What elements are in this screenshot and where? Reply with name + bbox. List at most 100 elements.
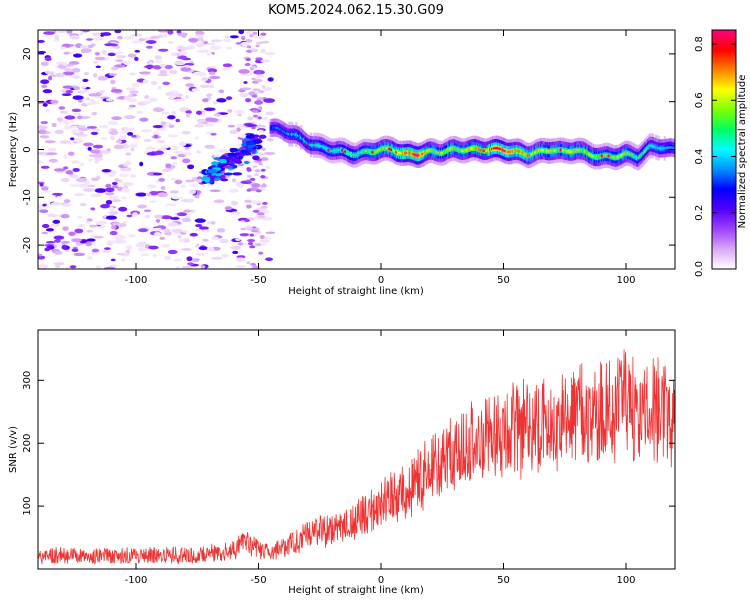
noise-speckle (258, 90, 265, 94)
noise-speckle (230, 245, 242, 250)
noise-speckle (236, 255, 246, 259)
noise-speckle (128, 90, 139, 94)
noise-speckle (83, 180, 90, 185)
noise-speckle (96, 265, 101, 269)
noise-speckle (250, 262, 257, 266)
noise-speckle (62, 63, 68, 66)
noise-speckle (123, 115, 136, 120)
noise-speckle (260, 59, 271, 63)
noise-speckle (245, 30, 255, 36)
noise-speckle (122, 181, 134, 187)
noise-speckle (174, 179, 183, 185)
noise-speckle (47, 75, 53, 81)
noise-speckle (152, 131, 160, 135)
noise-speckle (194, 34, 204, 38)
noise-speckle (109, 135, 115, 141)
noise-speckle (94, 235, 104, 239)
noise-speckle (125, 152, 132, 156)
noise-speckle (124, 35, 134, 40)
noise-speckle (252, 209, 260, 213)
noise-speckle (130, 147, 135, 152)
noise-speckle (219, 238, 229, 244)
noise-speckle (203, 123, 215, 127)
noise-speckle (177, 153, 187, 158)
noise-speckle (247, 239, 256, 243)
spectrogram-y-axis-label: Frequency (Hz) (8, 112, 19, 188)
noise-speckle (65, 90, 74, 94)
noise-speckle (167, 221, 179, 227)
noise-speckle (257, 116, 262, 120)
noise-speckle (161, 243, 171, 248)
noise-speckle (239, 87, 252, 91)
transition-blob (247, 144, 255, 149)
snr-x-axis-label: Height of straight line (km) (288, 585, 424, 596)
noise-speckle (254, 173, 259, 177)
noise-speckle (45, 152, 58, 156)
noise-speckle (39, 182, 44, 187)
noise-speckle (108, 195, 120, 200)
noise-speckle (221, 38, 232, 43)
noise-speckle (73, 53, 83, 58)
noise-speckle (216, 98, 227, 103)
noise-speckle (185, 179, 195, 183)
noise-speckle (231, 172, 243, 176)
noise-speckle (167, 30, 174, 35)
noise-speckle (178, 238, 184, 243)
noise-speckle (196, 110, 202, 115)
noise-speckle (246, 188, 252, 192)
noise-speckle (251, 165, 258, 169)
noise-speckle (72, 75, 81, 79)
noise-speckle (167, 249, 178, 255)
x-tick-label: -50 (250, 275, 266, 286)
noise-speckle (154, 59, 162, 64)
noise-speckle (85, 38, 93, 41)
noise-speckle (159, 236, 165, 240)
noise-speckle (169, 190, 179, 194)
noise-speckle (135, 192, 148, 197)
noise-speckle (232, 250, 239, 255)
noise-speckle (176, 212, 188, 217)
noise-speckle (94, 56, 106, 61)
noise-speckle (196, 42, 205, 48)
noise-speckle (71, 108, 82, 113)
noise-speckle (69, 137, 75, 141)
noise-speckle (58, 106, 66, 110)
y-tick-label: -20 (22, 237, 33, 253)
noise-speckle (179, 141, 187, 147)
noise-speckle (65, 170, 74, 175)
noise-speckle (147, 193, 152, 197)
noise-speckle (138, 228, 149, 233)
noise-speckle (75, 177, 88, 183)
noise-speckle (236, 143, 244, 147)
noise-speckle (194, 228, 201, 232)
noise-speckle (62, 71, 75, 76)
noise-speckle (137, 247, 148, 252)
noise-speckle (109, 230, 118, 236)
noise-speckle (209, 85, 215, 88)
noise-speckle (201, 229, 210, 233)
noise-speckle (63, 154, 68, 159)
noise-speckle (44, 57, 52, 62)
noise-speckle (129, 174, 137, 178)
noise-speckle (92, 73, 98, 78)
noise-speckle (62, 226, 69, 231)
noise-speckle (53, 262, 65, 266)
noise-speckle (254, 169, 261, 173)
noise-speckle (114, 178, 120, 183)
noise-speckle (41, 231, 48, 235)
noise-speckle (90, 193, 102, 198)
noise-speckle (163, 255, 172, 261)
noise-speckle (91, 111, 98, 116)
noise-speckle (131, 40, 143, 44)
noise-speckle (194, 218, 206, 223)
noise-speckle (110, 66, 119, 71)
noise-speckle (60, 214, 70, 219)
snr-panel: -100 -50 0 50 100 100 200 300 Height of straig… (8, 329, 676, 596)
noise-speckle (44, 140, 56, 144)
noise-speckle (257, 152, 265, 156)
noise-speckle (114, 30, 122, 34)
noise-speckle (267, 138, 274, 142)
noise-speckle (261, 186, 266, 192)
noise-speckle (67, 151, 75, 156)
noise-speckle (107, 52, 116, 57)
